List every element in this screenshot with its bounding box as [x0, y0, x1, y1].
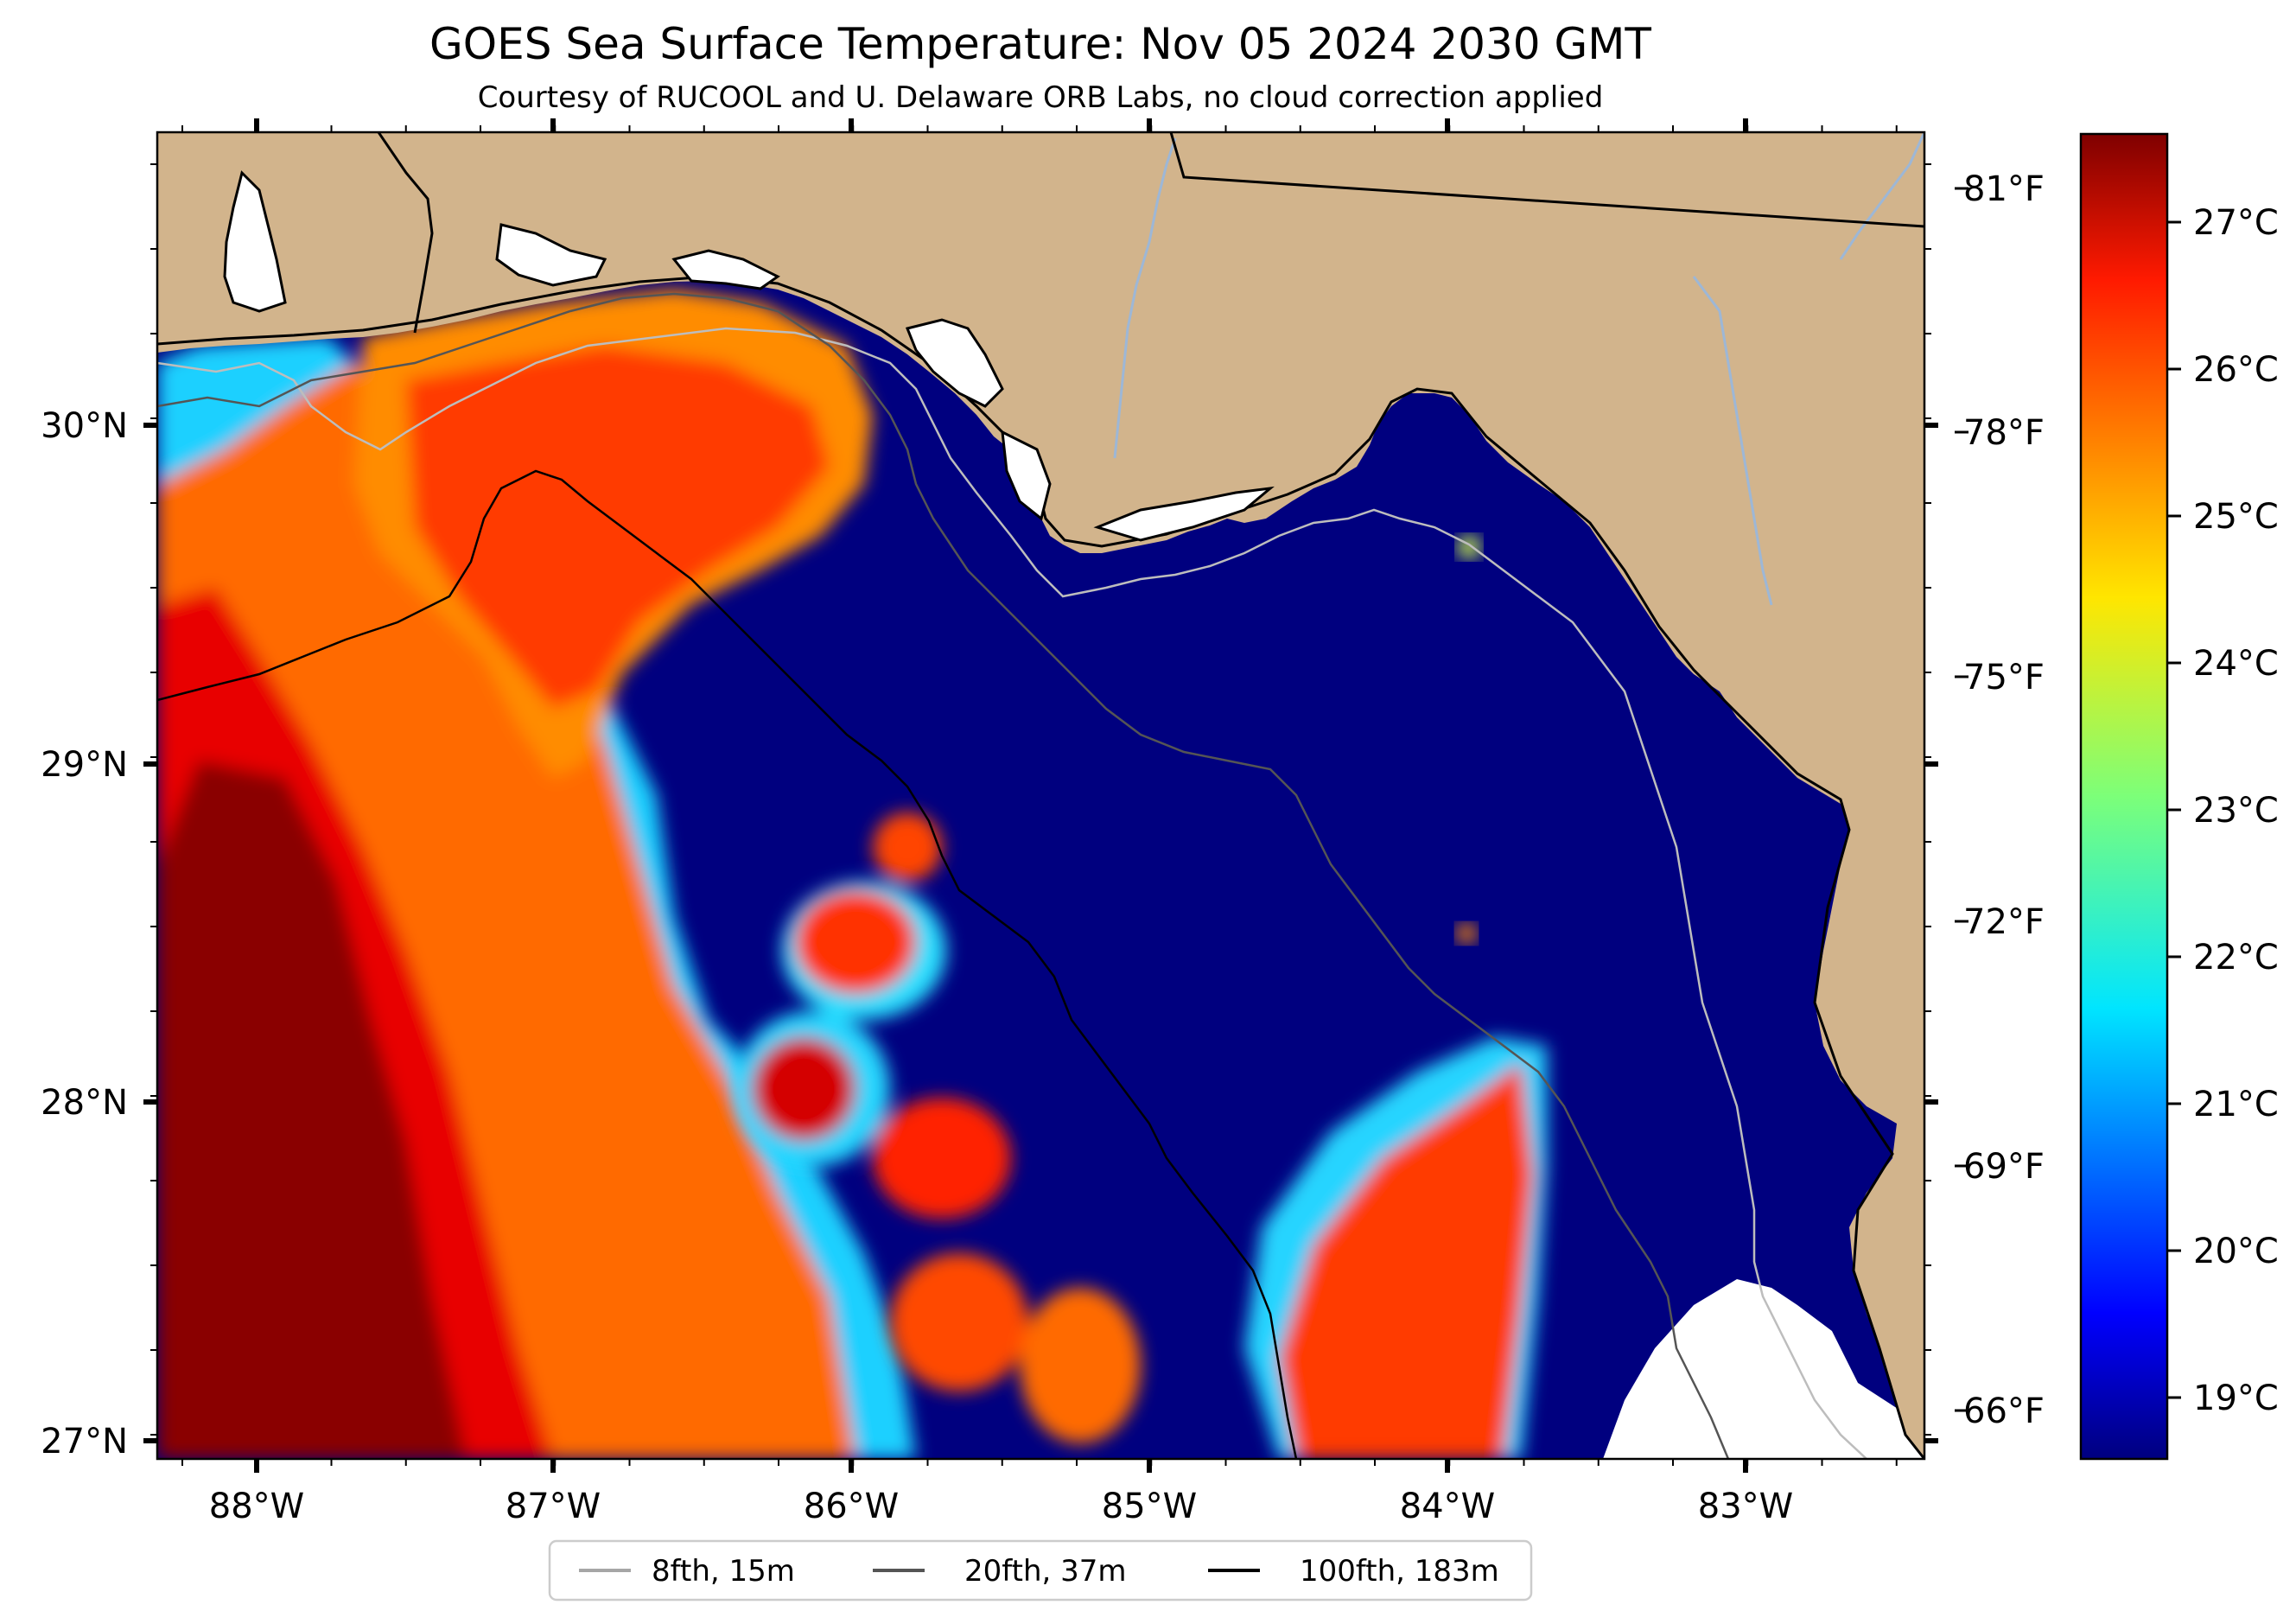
f-label-69: 69°F: [1963, 1147, 2045, 1187]
map-subtitle: Courtesy of RUCOOL and U. Delaware ORB L…: [478, 80, 1604, 115]
lat-label-28n: 28°N: [41, 1083, 128, 1123]
f-label-75: 75°F: [1963, 658, 2045, 697]
lat-label-27n: 27°N: [41, 1422, 128, 1462]
fahrenheit-labels: 81°F 78°F 75°F 72°F 69°F 66°F: [1963, 169, 2045, 1431]
coastline: [157, 275, 1924, 1459]
warm-water-southeast: [1244, 1037, 1547, 1459]
f-label-72: 72°F: [1963, 902, 2045, 942]
lat-label-30n: 30°N: [41, 406, 128, 446]
legend-label-100fth: 100fth, 183m: [1300, 1554, 1499, 1589]
cb-label-22: 22°C: [2193, 938, 2279, 978]
legend-box: [548, 1539, 1533, 1602]
lon-labels: 88°W 87°W 86°W 85°W 84°W 83°W: [209, 1487, 1793, 1526]
f-label-78: 78°F: [1963, 413, 2045, 453]
land: [157, 132, 1924, 1459]
map-frame: [156, 131, 1926, 1461]
cb-label-23: 23°C: [2193, 791, 2279, 831]
cb-label-27: 27°C: [2193, 203, 2279, 243]
warm-patches-center: [735, 812, 1141, 1443]
lon-label-84w: 84°W: [1400, 1487, 1495, 1526]
lon-label-86w: 86°W: [804, 1487, 899, 1526]
map-area: [157, 132, 1924, 1459]
lon-label-83w: 83°W: [1698, 1487, 1793, 1526]
cb-label-21: 21°C: [2193, 1085, 2279, 1124]
lat-major-ticks: [143, 423, 1938, 1443]
colorbar-labels: 27°C 26°C 25°C 24°C 23°C 22°C 21°C 20°C …: [2193, 203, 2279, 1418]
lon-label-85w: 85°W: [1102, 1487, 1197, 1526]
no-data-area: [1603, 1279, 1924, 1459]
f-label-66: 66°F: [1963, 1392, 2045, 1431]
lat-label-29n: 29°N: [41, 745, 128, 785]
cb-label-25: 25°C: [2193, 497, 2279, 537]
lon-label-88w: 88°W: [209, 1487, 304, 1526]
coastal-bays: [223, 170, 1275, 542]
legend-label-20fth: 20fth, 37m: [964, 1554, 1127, 1589]
map-title: GOES Sea Surface Temperature: Nov 05 202…: [429, 19, 1651, 69]
cb-label-20: 20°C: [2193, 1232, 2279, 1271]
colorbar: [2079, 132, 2169, 1461]
fahrenheit-ticks: [1955, 187, 1968, 1412]
colorbar-ticks: [2167, 220, 2181, 1399]
cb-label-19: 19°C: [2193, 1379, 2279, 1418]
isobaths: [157, 292, 1867, 1459]
state-borders: [377, 132, 1924, 334]
lon-label-87w: 87°W: [506, 1487, 601, 1526]
legend-label-8fth: 8fth, 15m: [652, 1554, 795, 1589]
cb-label-26: 26°C: [2193, 350, 2279, 390]
lat-labels: 30°N 29°N 28°N 27°N: [41, 406, 128, 1462]
rivers: [1113, 132, 1924, 606]
isobath-legend: 8fth, 15m 20fth, 37m 100fth, 183m: [548, 1539, 1533, 1602]
warm-water-west: [157, 290, 916, 1459]
f-label-81: 81°F: [1963, 169, 2045, 209]
cb-label-24: 24°C: [2193, 644, 2279, 684]
minor-ticks: [150, 125, 1931, 1466]
